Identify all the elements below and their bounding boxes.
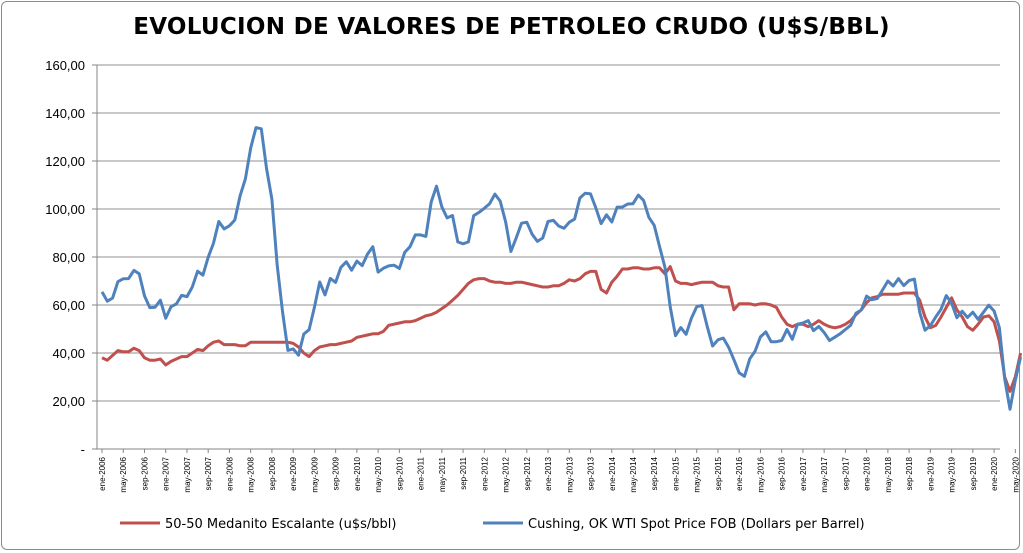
x-tick-label: ene-2019 bbox=[926, 456, 935, 490]
x-tick-label: may-2019 bbox=[948, 456, 957, 492]
x-tick-label: may-2016 bbox=[756, 456, 765, 492]
x-tick-label: ene-2008 bbox=[225, 456, 234, 490]
series-line-wti bbox=[100, 126, 1023, 411]
x-tick-label: ene-2020 bbox=[990, 456, 999, 490]
x-tick-label: sep-2016 bbox=[778, 456, 787, 490]
y-tick-label: 80,00 bbox=[52, 250, 85, 265]
x-tick-label: sep-2008 bbox=[268, 456, 277, 490]
y-tick-label: - bbox=[81, 442, 85, 457]
x-tick-label: sep-2006 bbox=[140, 456, 149, 490]
x-tick-label: sep-2017 bbox=[841, 456, 850, 490]
x-tick-label: may-2012 bbox=[502, 456, 511, 492]
x-tick-label: ene-2015 bbox=[671, 456, 680, 490]
x-tick-label: ene-2016 bbox=[735, 456, 744, 490]
x-tick-label: may-2009 bbox=[310, 456, 319, 492]
x-tick-label: may-2014 bbox=[629, 456, 638, 492]
x-tick-label: sep-2009 bbox=[332, 456, 341, 490]
chart-title: EVOLUCION DE VALORES DE PETROLEO CRUDO (… bbox=[133, 14, 890, 40]
x-tick-label: ene-2014 bbox=[608, 456, 617, 490]
x-tick-label: ene-2009 bbox=[289, 456, 298, 490]
legend-label: 50-50 Medanito Escalante (u$s/bbl) bbox=[165, 517, 396, 532]
x-tick-label: ene-2013 bbox=[544, 456, 553, 490]
x-tick-label: may-2010 bbox=[374, 456, 383, 492]
x-tick-label: sep-2013 bbox=[587, 456, 596, 490]
series-line-medanito bbox=[101, 265, 1023, 393]
x-tick-label: may-2011 bbox=[438, 456, 447, 492]
x-tick-label: ene-2017 bbox=[799, 456, 808, 490]
x-tick-label: may-2007 bbox=[183, 456, 192, 492]
x-tick-label: sep-2011 bbox=[459, 456, 468, 489]
x-tick-label: may-2017 bbox=[820, 456, 829, 492]
x-tick-label: ene-2006 bbox=[98, 456, 107, 490]
x-tick-label: ene-2018 bbox=[863, 456, 872, 490]
x-tick-label: ene-2011 bbox=[417, 456, 426, 490]
legend-label: Cushing, OK WTI Spot Price FOB (Dollars … bbox=[528, 517, 865, 532]
x-tick-label: may-2018 bbox=[884, 456, 893, 492]
x-tick-label: may-2006 bbox=[119, 456, 128, 492]
x-tick-label: may-2008 bbox=[247, 456, 256, 492]
x-tick-label: sep-2019 bbox=[969, 456, 978, 490]
x-tick-label: ene-2007 bbox=[162, 456, 171, 490]
x-tick-label: may-2015 bbox=[693, 456, 702, 492]
y-tick-label: 160,00 bbox=[45, 58, 85, 73]
x-tick-label: sep-2007 bbox=[204, 456, 213, 490]
y-tick-label: 140,00 bbox=[45, 106, 85, 121]
x-tick-label: sep-2018 bbox=[905, 456, 914, 490]
x-tick-label: may-2020 bbox=[1011, 456, 1020, 492]
y-tick-label: 20,00 bbox=[52, 394, 85, 409]
x-tick-label: ene-2010 bbox=[353, 456, 362, 490]
x-tick-label: sep-2012 bbox=[523, 456, 532, 490]
y-tick-label: 100,00 bbox=[45, 202, 85, 217]
y-tick-label: 120,00 bbox=[45, 154, 85, 169]
x-tick-label: sep-2014 bbox=[650, 456, 659, 490]
y-tick-label: 40,00 bbox=[52, 346, 85, 361]
y-tick-label: 60,00 bbox=[52, 298, 85, 313]
x-tick-label: ene-2012 bbox=[480, 456, 489, 490]
x-tick-label: sep-2015 bbox=[714, 456, 723, 490]
x-tick-label: sep-2010 bbox=[395, 456, 404, 490]
x-tick-label: may-2013 bbox=[565, 456, 574, 492]
